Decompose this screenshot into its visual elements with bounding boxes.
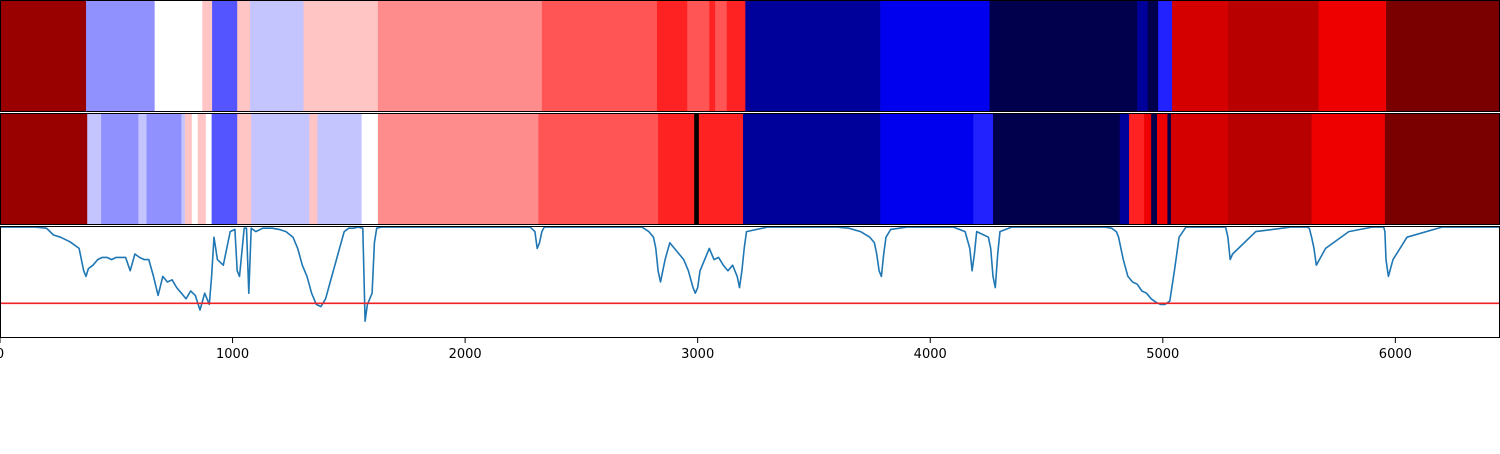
- heatmap-segment: [202, 0, 213, 112]
- heatmap-row-2: [0, 113, 1500, 225]
- heatmap-segment: [880, 0, 990, 112]
- heatmap-segment: [1147, 0, 1159, 112]
- x-tick-label: 0: [0, 347, 4, 362]
- heatmap-segment: [743, 113, 881, 225]
- heatmap-segment: [309, 113, 318, 225]
- heatmap-segment: [237, 113, 252, 225]
- heatmap-segment: [361, 113, 379, 225]
- heatmap-segment: [146, 113, 182, 225]
- heatmap-segment: [989, 0, 1138, 112]
- line-panel: [0, 226, 1500, 323]
- x-tick-label: 1000: [216, 347, 249, 362]
- heatmap-segment: [317, 113, 363, 225]
- x-tick-label: 6000: [1379, 347, 1412, 362]
- heatmap-segment: [1386, 0, 1500, 112]
- heatmap-segment: [1172, 0, 1229, 112]
- heatmap-segment: [377, 0, 543, 112]
- heatmap-segment: [303, 0, 379, 112]
- heatmap-segment: [973, 113, 994, 225]
- x-axis: 0 1000 2000 3000 4000 5000 6000: [0, 338, 1412, 362]
- heatmap-segment: [87, 113, 102, 225]
- heatmap-segment: [880, 113, 974, 225]
- heatmap-segment: [0, 0, 87, 112]
- heatmap-segment: [138, 113, 147, 225]
- heatmap-segment: [541, 0, 658, 112]
- heatmap-segment: [698, 113, 744, 225]
- data-line: [0, 226, 1500, 323]
- x-tick-label: 2000: [449, 347, 482, 362]
- heatmap-segment: [658, 113, 695, 225]
- heatmap-segment: [538, 113, 659, 225]
- heatmap-segment: [715, 0, 728, 112]
- heatmap-segment: [1151, 113, 1158, 225]
- heatmap-segment: [1156, 113, 1168, 225]
- heatmap-segment: [1119, 113, 1130, 225]
- heatmap-segment: [205, 113, 213, 225]
- x-tick-label: 3000: [681, 347, 714, 362]
- heatmap-segment: [656, 0, 688, 112]
- heatmap-segment: [212, 0, 238, 112]
- heatmap-segment: [86, 0, 156, 112]
- heatmap-segment: [1227, 0, 1320, 112]
- heatmap-segment: [726, 0, 746, 112]
- heatmap-segment: [237, 0, 251, 112]
- heatmap-segment: [1384, 113, 1500, 225]
- x-tick-label: 5000: [1146, 347, 1179, 362]
- heatmap-segment: [197, 113, 207, 225]
- heatmap-segment: [1227, 113, 1313, 225]
- heatmap-segment: [181, 113, 186, 225]
- x-tick-label: 4000: [914, 347, 947, 362]
- heatmap-segment: [1311, 113, 1386, 225]
- panel-frame-3: [0, 226, 1500, 338]
- heatmap-segment: [1170, 113, 1229, 225]
- heatmap-segment: [1318, 0, 1387, 112]
- heatmap-segment: [687, 0, 710, 112]
- heatmap-segment: [694, 113, 700, 225]
- heatmap-segment: [993, 113, 1121, 225]
- heatmap-segment: [101, 113, 139, 225]
- heatmap-segment: [1137, 0, 1149, 112]
- heatmap-segment: [250, 0, 304, 112]
- heatmap-segment: [1167, 113, 1172, 225]
- heatmap-segment: [191, 113, 199, 225]
- heatmap-segment: [211, 113, 238, 225]
- heatmap-segment: [251, 113, 310, 225]
- heatmap-segment: [184, 113, 193, 225]
- heatmap-segment: [154, 0, 203, 112]
- heatmap-segment: [745, 0, 881, 112]
- heatmap-layer: [0, 0, 1500, 225]
- heatmap-segment: [0, 113, 88, 225]
- heatmap-row-1: [0, 0, 1500, 112]
- heatmap-segment: [1144, 113, 1152, 225]
- heatmap-segment: [1158, 0, 1173, 112]
- heatmap-segment: [377, 113, 539, 225]
- heatmap-segment: [709, 0, 716, 112]
- heatmap-segment: [1129, 113, 1145, 225]
